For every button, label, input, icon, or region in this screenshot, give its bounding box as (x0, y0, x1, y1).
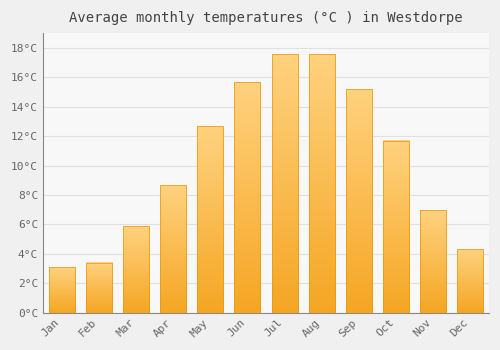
Bar (272, 54, 297, 313)
Bar (86, 262, 112, 313)
Bar (346, 89, 372, 313)
Bar (383, 141, 409, 313)
Bar (123, 226, 149, 313)
Bar (308, 54, 334, 313)
Bar (420, 210, 446, 313)
Bar (48, 267, 74, 313)
Bar (234, 82, 260, 313)
Bar (197, 126, 223, 313)
Bar (458, 250, 483, 313)
Title: Average monthly temperatures (°C ) in Westdorpe: Average monthly temperatures (°C ) in We… (69, 11, 462, 25)
Bar (160, 185, 186, 313)
